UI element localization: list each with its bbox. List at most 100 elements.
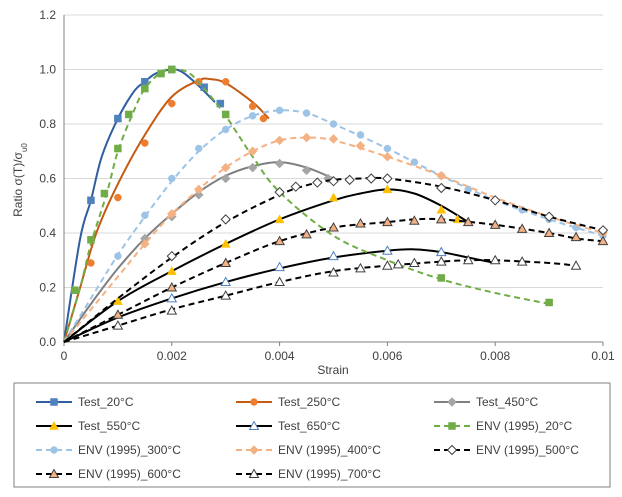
data-point-env-1995-400-c xyxy=(301,132,312,143)
data-point-env-1995-600-c xyxy=(301,228,312,239)
y-tick-label: 1.2 xyxy=(39,8,56,22)
legend-item-env-1995-400-c: ENV (1995)_400°C xyxy=(236,443,381,457)
legend-item-test-450-c: Test_450°C xyxy=(434,395,539,409)
legend-label: ENV (1995)_400°C xyxy=(278,443,381,457)
data-point-test-550-c xyxy=(274,214,285,224)
x-tick-label: 0.008 xyxy=(480,349,510,363)
legend-item-test-550-c: Test_550°C xyxy=(36,419,141,433)
data-point-env-1995-300-c xyxy=(410,158,419,166)
data-point-test-20-c xyxy=(200,83,208,91)
data-point-env-1995-500-c xyxy=(312,177,323,188)
series-line-test-250-c xyxy=(63,77,270,343)
data-point-env-1995-300-c xyxy=(356,131,365,139)
data-point-env-1995-300-c xyxy=(141,211,149,220)
data-point-test-650-c xyxy=(328,250,339,261)
data-point-env-1995-500-c xyxy=(166,250,178,262)
data-point-env-1995-400-c xyxy=(382,151,393,162)
y-tick-label: 0.6 xyxy=(39,172,56,186)
data-point-env-1995-20-c xyxy=(545,298,553,307)
data-point-env-1995-20-c xyxy=(114,144,122,153)
legend-swatch-marker xyxy=(250,398,258,406)
data-point-env-1995-20-c xyxy=(71,286,79,294)
data-point-env-1995-400-c xyxy=(166,209,177,219)
legend-item-env-1995-500-c: ENV (1995)_500°C xyxy=(434,443,579,457)
data-point-env-1995-500-c xyxy=(543,211,555,222)
data-point-env-1995-700-c xyxy=(274,276,285,287)
data-point-env-1995-600-c xyxy=(462,216,474,227)
legend-label: ENV (1995)_700°C xyxy=(278,467,381,481)
legend-swatch-marker xyxy=(248,420,260,430)
data-point-test-250-c xyxy=(168,99,176,108)
y-tick-label: 1.0 xyxy=(39,63,56,77)
data-point-env-1995-700-c xyxy=(382,260,393,270)
data-point-env-1995-700-c xyxy=(489,254,501,265)
legend-swatch-marker xyxy=(249,445,259,455)
series-env-1995-500-c xyxy=(63,173,609,343)
series-test-20-c xyxy=(63,65,225,343)
legend-swatch-marker xyxy=(50,446,58,454)
data-point-test-450-c xyxy=(247,162,258,173)
series-env-1995-700-c xyxy=(63,254,582,343)
legend-swatch-marker xyxy=(448,422,456,430)
data-point-test-650-c xyxy=(220,276,232,287)
y-axis-title-subscript: u0 xyxy=(20,143,29,152)
data-point-env-1995-700-c xyxy=(570,260,582,270)
x-tick-label: 0.002 xyxy=(157,349,187,363)
data-point-env-1995-400-c xyxy=(436,170,447,181)
data-point-test-250-c xyxy=(114,193,122,202)
data-point-test-450-c xyxy=(301,165,312,176)
data-point-env-1995-300-c xyxy=(195,144,203,153)
legend-label: ENV (1995)_20°C xyxy=(476,419,573,433)
legend-label: ENV (1995)_500°C xyxy=(476,443,579,457)
legend: Test_20°C Test_250°C Test_450°C Test_550°C T… xyxy=(36,395,579,481)
data-point-env-1995-700-c xyxy=(516,256,528,266)
data-point-env-1995-400-c xyxy=(193,184,204,195)
series-env-1995-400-c xyxy=(63,132,608,343)
data-point-test-650-c xyxy=(435,246,447,257)
legend-item-env-1995-700-c: ENV (1995)_700°C xyxy=(236,467,381,481)
data-point-env-1995-400-c xyxy=(247,146,258,157)
series-line-env-1995-400-c xyxy=(63,136,604,343)
data-point-test-550-c xyxy=(166,266,177,275)
data-point-env-1995-600-c xyxy=(220,257,232,267)
series-test-650-c xyxy=(63,245,496,343)
data-point-env-1995-500-c xyxy=(220,214,231,225)
data-point-env-1995-300-c xyxy=(114,252,122,260)
data-point-env-1995-20-c xyxy=(100,189,109,198)
legend-label: Test_20°C xyxy=(78,395,134,409)
data-point-env-1995-300-c xyxy=(168,174,176,183)
legend-item-test-650-c: Test_650°C xyxy=(236,419,341,433)
data-point-env-1995-20-c xyxy=(221,110,230,119)
data-point-env-1995-300-c xyxy=(302,109,311,117)
data-point-env-1995-300-c xyxy=(275,106,284,115)
y-tick-label: 0.2 xyxy=(39,281,56,295)
data-point-env-1995-500-c xyxy=(366,173,377,184)
legend-item-test-20-c: Test_20°C xyxy=(36,395,134,409)
legend-swatch-marker xyxy=(48,468,60,478)
data-point-test-650-c xyxy=(166,292,178,303)
data-point-env-1995-600-c xyxy=(328,222,339,232)
data-point-env-1995-600-c xyxy=(435,213,447,224)
data-point-env-1995-400-c xyxy=(220,162,231,173)
y-tick-label: 0.4 xyxy=(39,226,56,240)
data-point-test-20-c xyxy=(87,196,95,205)
data-point-test-550-c xyxy=(382,184,393,194)
legend-label: ENV (1995)_300°C xyxy=(78,443,181,457)
data-point-env-1995-600-c xyxy=(570,231,582,242)
data-point-test-20-c xyxy=(114,114,122,123)
data-point-test-250-c xyxy=(248,102,257,111)
data-point-env-1995-600-c xyxy=(382,216,393,227)
data-point-env-1995-600-c xyxy=(543,227,555,237)
data-point-env-1995-500-c xyxy=(489,195,501,206)
data-point-env-1995-700-c xyxy=(220,290,232,300)
data-point-env-1995-400-c xyxy=(355,140,366,151)
series-line-test-20-c xyxy=(63,68,216,343)
legend-swatch-marker xyxy=(447,397,457,407)
legend-label: Test_650°C xyxy=(278,419,341,433)
data-point-env-1995-500-c xyxy=(344,174,355,186)
data-point-env-1995-500-c xyxy=(328,176,339,187)
data-point-env-1995-500-c xyxy=(382,173,393,184)
legend-item-env-1995-20-c: ENV (1995)_20°C xyxy=(434,419,573,433)
data-point-env-1995-600-c xyxy=(166,281,178,292)
